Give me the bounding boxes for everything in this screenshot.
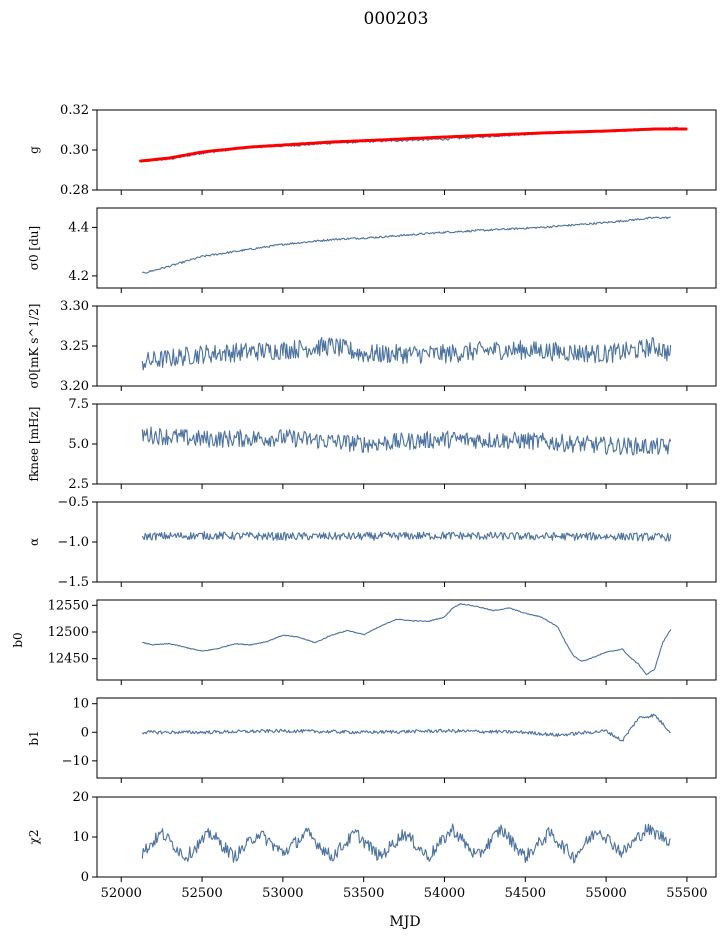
- data-series-line: [141, 531, 672, 542]
- x-tick-label: 54000: [424, 886, 465, 901]
- axes-frame: [96, 501, 717, 583]
- x-tick-label: 55500: [666, 886, 707, 901]
- panels: 0.28 0.30 0.32 g 4.2 4.4 σ0 [du] 3.20 3.25 3.30 σ0…: [11, 103, 717, 901]
- y-axis-label: g: [27, 146, 41, 154]
- axes-frame: [96, 599, 717, 681]
- panel-7: −10 0 10 b1: [27, 697, 717, 783]
- y-tick-label: 0.30: [60, 143, 89, 158]
- y-tick-label: 4.4: [68, 220, 89, 235]
- x-tick-label: 52000: [101, 886, 142, 901]
- y-tick-label: −1.0: [57, 535, 89, 550]
- data-series-line: [142, 603, 672, 676]
- y-tick-label: 5.0: [68, 437, 89, 452]
- panel-1: 0.28 0.30 0.32 g: [27, 103, 717, 198]
- x-tick-label: 55000: [585, 886, 626, 901]
- x-tick-label: 52500: [181, 886, 222, 901]
- y-tick-label: 20: [72, 790, 89, 805]
- y-tick-label: 12450: [48, 652, 89, 667]
- data-series-line: [141, 337, 672, 371]
- y-tick-label: 3.20: [60, 379, 89, 394]
- axes-frame: [96, 207, 717, 289]
- y-axis-label: σ0 [du]: [27, 226, 41, 270]
- panel-5: −1.5 −1.0 −0.5 α: [27, 495, 717, 590]
- y-axis-label: b1: [27, 730, 41, 745]
- axes-frame: [96, 697, 717, 779]
- x-tick-label: 53000: [262, 886, 303, 901]
- panel-6: 12450 12500 12550 b0: [11, 598, 717, 685]
- axes-frame: [96, 109, 717, 191]
- y-tick-label: 3.30: [60, 299, 89, 314]
- panel-2: 4.2 4.4 σ0 [du]: [27, 207, 717, 293]
- y-tick-label: 12500: [48, 625, 89, 640]
- x-tick-label: 54500: [505, 886, 546, 901]
- panel-3: 3.20 3.25 3.30 σ0[mK s^1/2]: [27, 299, 717, 394]
- y-tick-label: 2.5: [68, 477, 89, 492]
- y-axis-label: α: [27, 538, 41, 546]
- y-axis-label: b0: [11, 632, 25, 647]
- y-tick-label: 0: [81, 870, 89, 885]
- y-axis-label: χ2: [27, 830, 41, 845]
- y-tick-label: 3.25: [60, 339, 89, 354]
- y-tick-label: −10: [62, 754, 89, 769]
- y-tick-label: 0.28: [60, 183, 89, 198]
- x-axis-label: MJD: [389, 914, 420, 930]
- y-tick-label: 10: [72, 830, 89, 845]
- y-axis-label: σ0[mK s^1/2]: [27, 304, 41, 389]
- chart-title: 000203: [364, 9, 429, 29]
- fit-line: [139, 127, 688, 163]
- data-series-line: [141, 823, 671, 864]
- y-tick-label: 12550: [48, 598, 89, 613]
- data-series-line: [141, 713, 671, 742]
- data-series-line: [141, 426, 672, 456]
- y-tick-label: 0: [81, 725, 89, 740]
- panel-8: 0 10 20 52000 52500 53000 53500 54000 54500 55000…: [27, 790, 717, 901]
- panel-4: 2.5 5.0 7.5 fknee [mHz]: [27, 397, 717, 492]
- y-axis-label: fknee [mHz]: [27, 407, 41, 482]
- y-tick-label: 4.2: [68, 269, 89, 284]
- y-tick-label: 7.5: [68, 397, 89, 412]
- y-tick-label: −1.5: [57, 575, 89, 590]
- y-tick-label: −0.5: [57, 495, 89, 510]
- data-series-line: [142, 216, 671, 274]
- x-tick-label: 53500: [343, 886, 384, 901]
- y-tick-label: 10: [72, 697, 89, 712]
- y-tick-label: 0.32: [60, 103, 89, 118]
